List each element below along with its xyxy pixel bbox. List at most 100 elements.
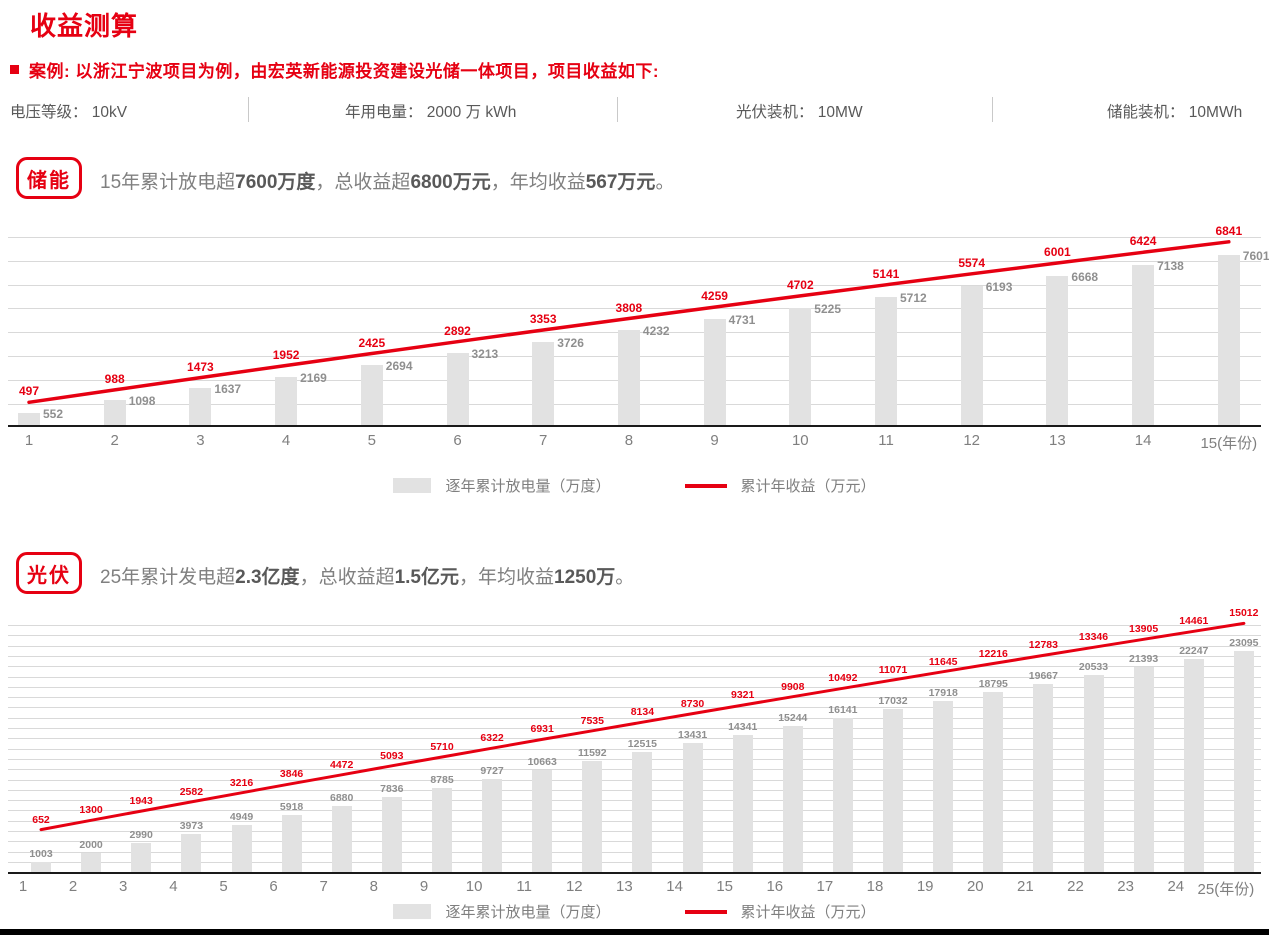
bar <box>983 692 1004 872</box>
bar-value-label: 20533 <box>1078 661 1109 674</box>
legend-line-label: 累计年收益（万元） <box>740 904 876 921</box>
revenue-line <box>27 240 1231 405</box>
x-tick-label: 7 <box>539 432 548 449</box>
line-value-label: 4702 <box>786 277 814 292</box>
bar-value-label: 2000 <box>79 838 103 851</box>
gridline <box>8 260 1261 262</box>
bar <box>832 717 853 872</box>
line-value-label: 7535 <box>580 714 604 727</box>
line-value-label: 13346 <box>1078 631 1109 644</box>
summary-text: 25年累计发电超 <box>100 567 236 588</box>
bar <box>1217 254 1240 425</box>
line-value-label: 4259 <box>701 289 728 304</box>
bar-value-label: 2990 <box>129 829 153 842</box>
x-tick-label: 3 <box>119 878 128 895</box>
x-tick-label: 6 <box>453 432 462 449</box>
bar-value-label: 5918 <box>279 801 304 814</box>
legend-chuneng: 逐年累计放电量（万度） 累计年收益（万元） <box>0 475 1269 496</box>
bar-value-label: 19667 <box>1028 669 1058 682</box>
bar <box>883 708 903 872</box>
bar-value-label: 6668 <box>1071 269 1099 284</box>
bar-value-label: 3726 <box>557 335 584 350</box>
bar <box>482 778 503 872</box>
line-value-label: 1473 <box>187 359 214 374</box>
bar <box>532 769 553 872</box>
gridline <box>8 308 1261 310</box>
line-value-label: 3216 <box>229 776 254 789</box>
bar <box>18 412 40 425</box>
gridline <box>8 655 1261 657</box>
bar-value-label: 2169 <box>300 370 327 385</box>
line-value-label: 2425 <box>358 335 386 350</box>
x-tick-label: 25(年份) <box>1197 881 1255 898</box>
info-item: 年用电量： 2000 万 kWh <box>345 104 517 121</box>
line-value-label: 11071 <box>878 664 908 676</box>
bar-value-label: 13431 <box>677 729 708 742</box>
line-value-label: 15012 <box>1229 607 1259 620</box>
line-value-label: 6322 <box>480 732 504 745</box>
summary-text: 。 <box>655 172 675 193</box>
bar-value-label: 21393 <box>1128 653 1159 666</box>
x-tick-label: 14 <box>666 878 683 895</box>
legend-bar-swatch <box>393 478 432 493</box>
bar <box>81 852 102 872</box>
info-bar: 电压等级： 10kV 年用电量： 2000 万 kWh 光伏装机： 10MW 储能装机… <box>0 92 1269 128</box>
gridline <box>8 707 1261 709</box>
info-divider <box>992 97 993 122</box>
x-tick-label: 15(年份) <box>1200 435 1258 452</box>
bar <box>281 815 302 872</box>
gridline <box>8 738 1261 740</box>
summary-text: 。 <box>615 567 635 588</box>
bar <box>131 843 152 872</box>
bar <box>31 862 51 872</box>
info-item: 电压等级： 10kV <box>10 104 128 121</box>
summary-text: ，年均收益 <box>490 172 586 193</box>
x-tick-label: 10 <box>465 878 483 895</box>
bar-value-label: 18795 <box>978 678 1008 691</box>
x-tick-label: 12 <box>963 432 981 449</box>
x-tick-label: 20 <box>966 878 984 895</box>
gridline <box>8 748 1261 750</box>
line-value-label: 5141 <box>872 266 900 281</box>
bar <box>632 752 653 872</box>
line-value-label: 497 <box>18 384 40 399</box>
bar-value-label: 4232 <box>642 324 670 339</box>
page-title: 收益测算 <box>30 11 139 41</box>
x-tick-label: 10 <box>791 432 809 449</box>
bar <box>275 376 298 425</box>
x-tick-label: 24 <box>1167 878 1185 895</box>
x-axis-line <box>8 872 1261 874</box>
bar-value-label: 12515 <box>627 738 657 751</box>
x-tick-label: 19 <box>916 878 934 895</box>
line-value-label: 3808 <box>615 300 643 315</box>
case-row: 案例: 以浙江宁波项目为例，由宏英新能源投资建设光储一体项目，项目收益如下: <box>10 57 659 82</box>
x-tick-label: 9 <box>710 432 719 449</box>
line-value-label: 6841 <box>1215 223 1243 238</box>
bar-value-label: 22247 <box>1179 645 1209 657</box>
line-value-label: 1300 <box>79 804 103 817</box>
gridline <box>8 686 1261 688</box>
case-text: 案例: 以浙江宁波项目为例，由宏英新能源投资建设光储一体项目，项目收益如下: <box>29 62 660 81</box>
x-tick-label: 2 <box>68 878 78 895</box>
bar-value-label: 8785 <box>430 773 454 786</box>
bar <box>360 364 383 425</box>
line-value-label: 3846 <box>279 767 304 780</box>
bar-value-label: 1637 <box>214 382 242 397</box>
line-value-label: 8730 <box>680 697 705 710</box>
x-tick-label: 15 <box>716 878 734 895</box>
bar <box>789 308 812 425</box>
info-item: 储能装机： 10MWh <box>1107 104 1243 121</box>
bottom-bar <box>0 929 1269 935</box>
summary-number: 6800万元 <box>410 172 491 193</box>
summary-text: ，总收益超 <box>315 172 411 193</box>
line-path <box>39 621 1246 832</box>
line-value-label: 5574 <box>958 255 986 270</box>
bar <box>103 400 126 425</box>
gridline <box>8 717 1261 719</box>
legend-bar-label: 逐年累计放电量（万度） <box>445 478 611 495</box>
line-value-label: 1943 <box>129 795 153 808</box>
x-tick-label: 12 <box>565 878 583 895</box>
line-value-label: 652 <box>32 813 50 826</box>
badge-guangfu: 光伏 <box>16 552 82 594</box>
bar-value-label: 6193 <box>985 280 1013 295</box>
